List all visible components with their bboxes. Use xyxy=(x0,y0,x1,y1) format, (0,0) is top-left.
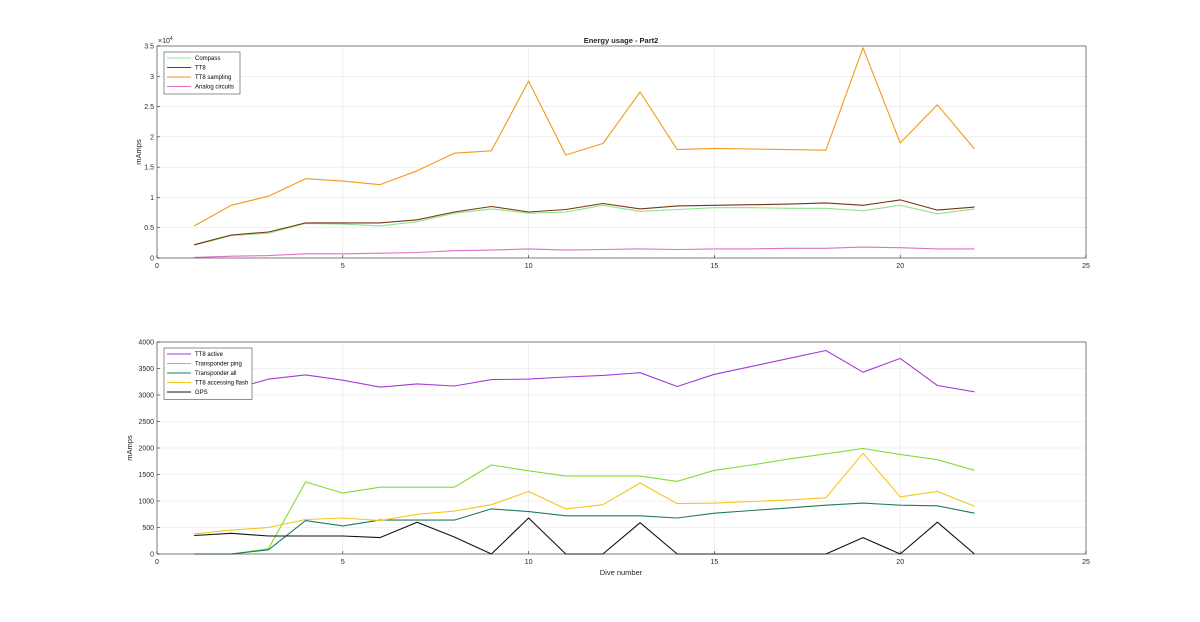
top-x-tick-label: 0 xyxy=(155,263,159,270)
top-axes: 0 5 10 15 20 25 0 0.5 1 1.5 2 2.5 3 3.5 Energy usage … xyxy=(134,36,1090,270)
bottom-x-axis-label: Dive number xyxy=(600,568,643,577)
legend-label-tt8: TT8 xyxy=(195,66,206,72)
top-y-exponent: ×104 xyxy=(158,36,173,45)
top-x-tick-label: 5 xyxy=(341,263,345,270)
top-series-lines xyxy=(193,47,975,258)
top-y-axis-label: mAmps xyxy=(134,139,143,165)
bottom-x-tick-label: 5 xyxy=(341,559,345,566)
series-line-tt8-active xyxy=(194,349,975,399)
bottom-x-tick-label: 0 xyxy=(155,559,159,566)
legend-label-gps: GPS xyxy=(195,390,208,396)
legend-label-tt8-sampling: TT8 sampling xyxy=(195,75,231,81)
bottom-y-tick-label: 2000 xyxy=(138,446,154,453)
bottom-y-tick-label: 0 xyxy=(150,552,154,559)
bottom-y-tick-label: 1500 xyxy=(138,472,154,479)
bottom-x-tick-label: 15 xyxy=(711,559,719,566)
series-line-analog-circuits xyxy=(194,246,975,258)
top-x-tick-label: 25 xyxy=(1082,263,1090,270)
legend-label-transponder-ping: Transponder ping xyxy=(195,362,242,368)
series-line-tt8 xyxy=(194,199,975,246)
top-x-tick-label: 15 xyxy=(711,263,719,270)
bottom-legend-box xyxy=(163,347,253,400)
series-line-compass xyxy=(194,204,975,246)
series-line-transponder-ping xyxy=(194,447,975,555)
top-x-tick-label: 20 xyxy=(896,263,904,270)
top-y-tick-label: 0.5 xyxy=(144,225,154,232)
bottom-y-tick-label: 1000 xyxy=(138,499,154,506)
bottom-ticks: 0 5 10 15 20 25 0 500 1000 1500 2000 2500 3000 3500 40… xyxy=(138,340,1090,567)
top-y-tick-label: 2.5 xyxy=(144,104,154,111)
bottom-grid xyxy=(157,342,1086,554)
bottom-y-axis-label: mAmps xyxy=(125,435,134,461)
series-line-tt8-sampling xyxy=(193,47,975,227)
legend-label-analog-circuits: Analog circuits xyxy=(195,85,234,91)
top-y-tick-label: 1.5 xyxy=(144,165,154,172)
top-y-tick-label: 3.5 xyxy=(144,44,154,51)
top-y-tick-label: 2 xyxy=(150,134,154,141)
top-chart-title: Energy usage - Part2 xyxy=(584,36,659,45)
series-line-transponder-all xyxy=(194,502,975,555)
bottom-axes: 0 5 10 15 20 25 0 500 1000 1500 2000 2500 3000 3500 40… xyxy=(125,340,1090,578)
bottom-legend: TT8 active Transponder ping Transponder al… xyxy=(163,347,253,400)
legend-label-tt8-accessing-flash: TT8 accessing flash xyxy=(195,381,248,387)
top-axes-box xyxy=(156,45,1087,259)
top-grid xyxy=(157,46,1086,258)
top-legend: Compass TT8 TT8 sampling Analog circuits xyxy=(163,51,241,95)
top-ticks: 0 5 10 15 20 25 0 0.5 1 1.5 2 2.5 3 3.5 xyxy=(144,44,1090,271)
bottom-x-tick-label: 25 xyxy=(1082,559,1090,566)
series-line-tt8-accessing-flash xyxy=(194,452,975,535)
bottom-y-tick-label: 3000 xyxy=(138,393,154,400)
bottom-y-tick-label: 500 xyxy=(142,525,154,532)
bottom-y-tick-label: 2500 xyxy=(138,419,154,426)
bottom-x-tick-label: 10 xyxy=(525,559,533,566)
bottom-x-tick-label: 20 xyxy=(896,559,904,566)
bottom-y-tick-label: 4000 xyxy=(138,340,154,347)
bottom-y-tick-label: 3500 xyxy=(138,366,154,373)
top-y-tick-label: 1 xyxy=(150,195,154,202)
legend-label-tt8-active: TT8 active xyxy=(195,352,224,358)
top-y-tick-label: 0 xyxy=(150,256,154,263)
legend-label-transponder-all: Transponder all xyxy=(195,371,236,377)
legend-label-compass: Compass xyxy=(195,56,220,62)
top-x-tick-label: 10 xyxy=(525,263,533,270)
top-y-tick-label: 3 xyxy=(150,74,154,81)
